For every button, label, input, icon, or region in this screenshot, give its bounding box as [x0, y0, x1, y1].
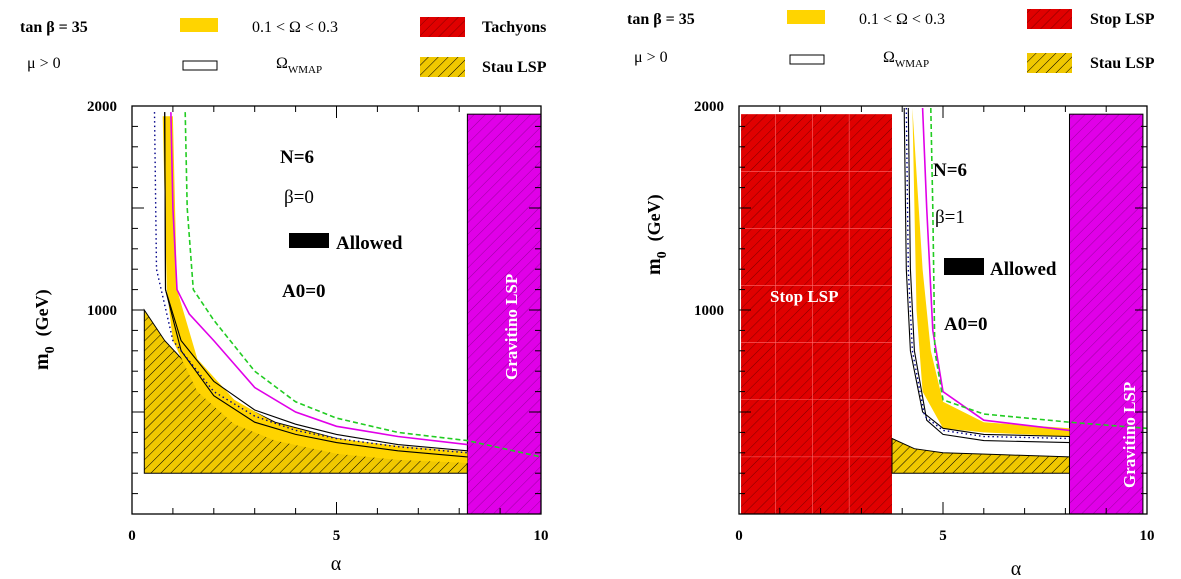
legend-red-swatch: [420, 17, 465, 37]
legend-omega-band-swatch: [180, 18, 218, 32]
stau-lsp-region: [891, 437, 1070, 474]
legend-omega-band: 0.1 < Ω < 0.3: [252, 19, 338, 36]
y-axis-label: m0(GeV): [31, 289, 58, 370]
stop-lsp-region: [741, 114, 892, 514]
y-tick-label: 2000: [694, 99, 724, 115]
axes-frame: [131, 105, 542, 515]
allowed-swatch: [944, 258, 984, 275]
annotation-allowed: Allowed: [336, 233, 403, 254]
wmap-upper-curve: [164, 112, 468, 452]
legend-red-swatch: [1027, 9, 1072, 29]
annotation-beta: β=1: [935, 207, 965, 228]
x-axis-label: α: [331, 553, 342, 575]
legend-tanb: tan β = 35: [627, 11, 695, 28]
legend-tachyons: Tachyons: [482, 19, 546, 36]
legend-wmap: ΩWMAP: [276, 55, 322, 76]
green-dashed-curve: [184, 112, 541, 458]
x-tick-label: 5: [939, 528, 947, 544]
x-tick-label: 0: [128, 528, 136, 544]
axes-frame: [738, 105, 1148, 515]
annotation-n: N=6: [933, 160, 967, 181]
gravitino-label: Gravitino LSP: [502, 274, 521, 380]
y-axis-label: m0(GeV): [643, 194, 670, 275]
legend-stau: Stau LSP: [1090, 55, 1155, 72]
legend-wmap-swatch: [789, 54, 825, 65]
x-axis-label: α: [1011, 558, 1022, 579]
x-tick-label: 5: [333, 528, 341, 544]
curves: [903, 107, 1147, 444]
allowed-swatch: [289, 233, 329, 248]
blue-dotted-curve: [153, 112, 468, 454]
stop-lsp-label: Stop LSP: [770, 287, 839, 306]
legend-wmap: ΩWMAP: [883, 49, 929, 70]
tick-labels: 0 5 10 1000 2000: [694, 99, 1155, 544]
regions: [143, 113, 541, 514]
tick-labels: 0 5 10 1000 2000: [87, 99, 549, 544]
legend-tanb: tan β = 35: [20, 19, 88, 36]
magenta-curve: [921, 107, 1070, 432]
y-tick-label: 1000: [694, 303, 724, 319]
legend-stau: Stau LSP: [482, 59, 547, 76]
y-tick-label: 1000: [87, 303, 117, 319]
annotation-allowed: Allowed: [990, 259, 1057, 280]
y-tick-label: 2000: [87, 99, 117, 115]
annotation-a0: A0=0: [282, 281, 326, 302]
blue-dotted-curve: [905, 107, 1070, 440]
curves: [153, 112, 541, 458]
annotation-n: N=6: [280, 147, 314, 168]
legend-right: tan β = 35 μ > 0 0.1 < Ω < 0.3 ΩWMAP Sto…: [627, 9, 1155, 73]
legend-stau-swatch: [1027, 53, 1072, 73]
wmap-lower-curve: [907, 107, 1070, 444]
annotation-a0: A0=0: [944, 314, 988, 335]
legend-omega-band: 0.1 < Ω < 0.3: [859, 11, 945, 28]
x-tick-label: 0: [735, 528, 743, 544]
gravitino-lsp-region: [1068, 113, 1144, 514]
legend-left: tan β = 35 μ > 0 0.1 < Ω < 0.3 ΩWMAP Tac…: [20, 17, 547, 77]
regions: [741, 108, 1144, 514]
legend-mu: μ > 0: [634, 49, 668, 66]
legend-mu: μ > 0: [27, 55, 61, 72]
gravitino-label: Gravitino LSP: [1120, 382, 1139, 488]
plot-right: 0 5 10 1000 2000 Stop LSP N=6 β=1 Allowed A0…: [643, 99, 1155, 579]
green-dashed-curve: [930, 107, 1147, 430]
plot-left: 0 5 10 1000 2000 N=6 β=0 Allowed A0=0 Gravit…: [31, 99, 549, 575]
annotation-beta: β=0: [284, 187, 314, 208]
x-tick-label: 10: [1140, 528, 1155, 544]
x-tick-label: 10: [534, 528, 549, 544]
wmap-upper-curve: [903, 107, 1070, 438]
legend-omega-band-swatch: [787, 10, 825, 24]
gravitino-lsp-region: [466, 113, 541, 514]
magenta-curve: [170, 112, 468, 446]
legend-wmap-swatch: [182, 60, 218, 71]
wmap-lower-curve: [164, 112, 468, 458]
legend-stop: Stop LSP: [1090, 11, 1155, 28]
legend-stau-swatch: [420, 57, 465, 77]
